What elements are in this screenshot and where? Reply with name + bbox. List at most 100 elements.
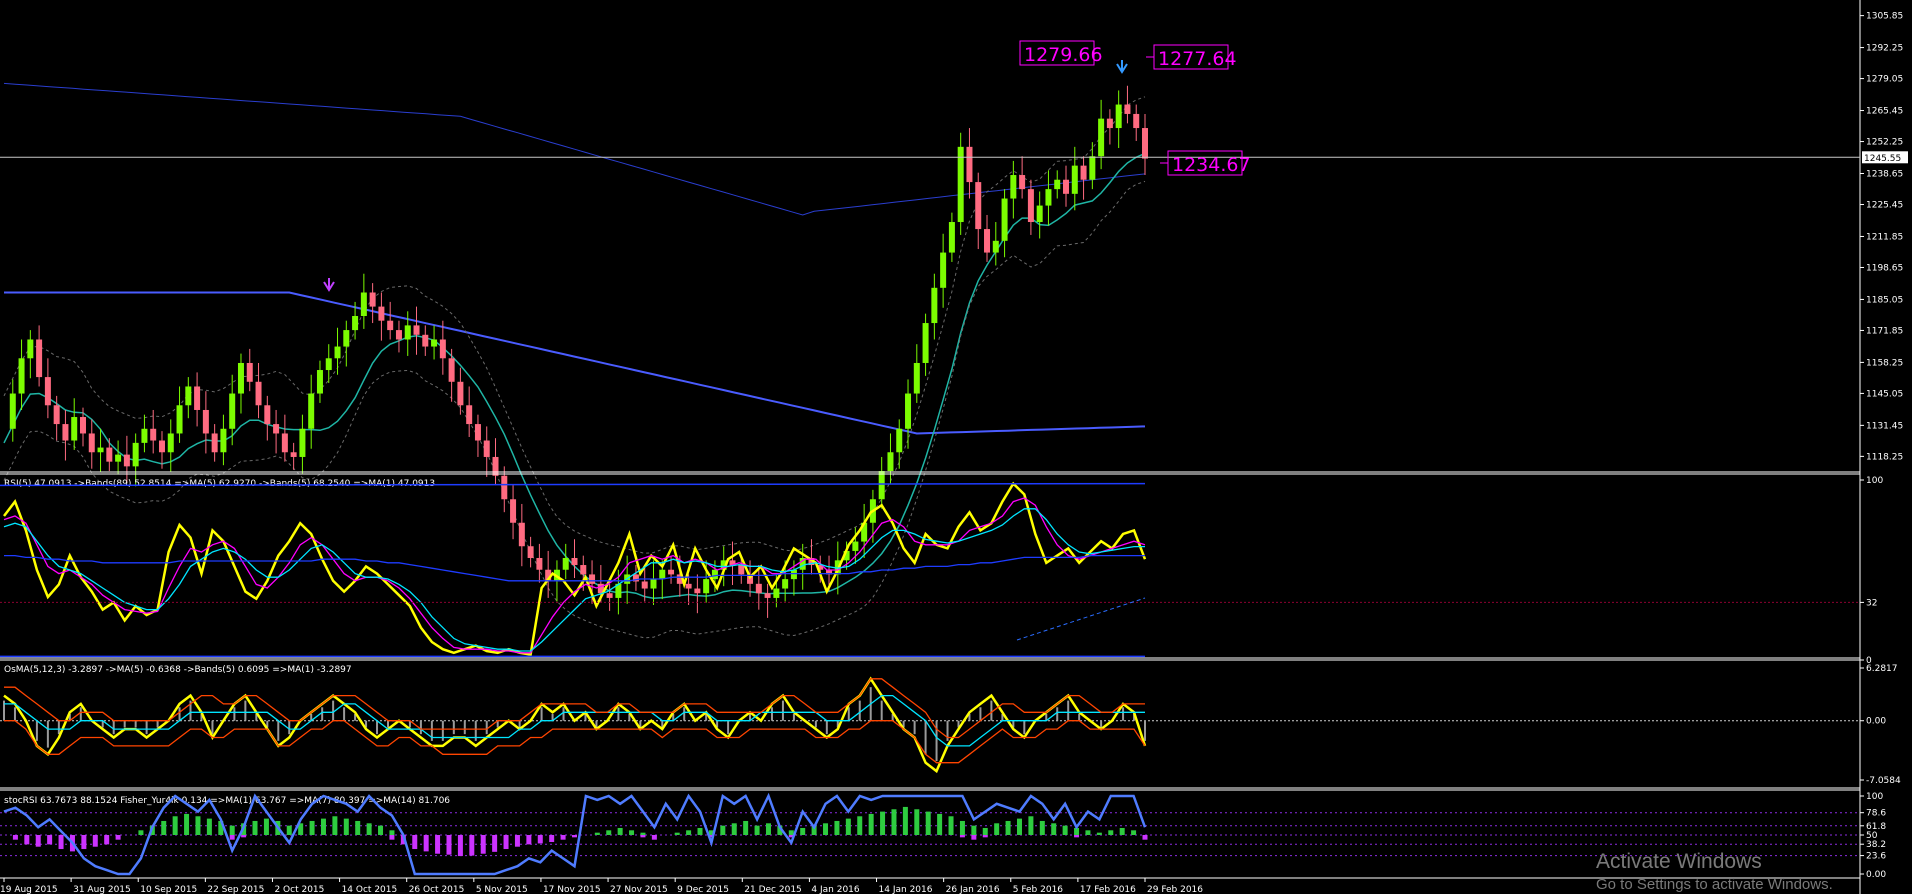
candle-body xyxy=(1027,189,1034,223)
time-tick-label: 17 Nov 2015 xyxy=(543,885,601,894)
fisher-bar-up xyxy=(1085,830,1091,835)
candle-body xyxy=(536,557,543,570)
candle-body xyxy=(861,522,868,542)
fisher-bar-down xyxy=(708,835,714,838)
candle-body xyxy=(466,405,473,425)
price-tick-label: 1225.45 xyxy=(1866,201,1903,211)
activate-windows-subtitle: Go to Settings to activate Windows. xyxy=(1596,876,1833,893)
candle-body xyxy=(843,550,850,561)
pane-tick-label: 100 xyxy=(1866,792,1883,802)
candle-body xyxy=(457,381,464,406)
candle-body xyxy=(615,583,622,598)
fisher-bar-down xyxy=(457,835,463,857)
fisher-bar-up xyxy=(1051,823,1057,835)
fisher-bar-down xyxy=(1142,835,1148,840)
fisher-bar-up xyxy=(161,820,167,835)
candle-body xyxy=(439,339,446,359)
fisher-bar-down xyxy=(104,835,110,845)
candle-body xyxy=(808,557,815,566)
price-tick-label: 1238.65 xyxy=(1866,170,1903,180)
fisher-bar-up xyxy=(378,825,384,835)
band-line xyxy=(3,180,1146,639)
fisher-bar-down xyxy=(503,835,509,850)
candle-body xyxy=(281,433,288,453)
candle-body xyxy=(852,541,859,551)
candle-body xyxy=(176,405,183,434)
candle-body xyxy=(764,593,771,598)
candle-body xyxy=(202,409,209,434)
candle-body xyxy=(44,377,51,406)
candle-body xyxy=(343,330,350,347)
pane-tick-label: 6.2817 xyxy=(1866,664,1898,674)
pane-tick-label: 50 xyxy=(1866,831,1878,841)
fisher-bar-down xyxy=(640,835,646,838)
fisher-bar-up xyxy=(1096,832,1102,835)
fisher-bar-up xyxy=(252,820,258,835)
fisher-bar-up xyxy=(720,825,726,835)
candle-body xyxy=(650,579,657,589)
candle-body xyxy=(773,588,780,598)
candle-body xyxy=(106,447,113,462)
fisher-bar-up xyxy=(366,823,372,835)
fisher-bar-up xyxy=(800,827,806,835)
fisher-bar-up xyxy=(606,830,612,835)
fisher-bar-down xyxy=(400,835,406,845)
candle-body xyxy=(474,424,481,441)
candle-body xyxy=(1045,189,1052,206)
fisher-bar-up xyxy=(686,830,692,835)
series-line xyxy=(3,792,1147,876)
rsi-lines xyxy=(0,481,1860,658)
price-label: 1277.64 xyxy=(1158,48,1237,70)
candle-body xyxy=(141,428,148,443)
fisher-bar-up xyxy=(845,818,851,835)
candle-body xyxy=(273,424,280,434)
candle-body xyxy=(431,339,438,347)
candle-body xyxy=(922,323,929,363)
candle-body xyxy=(589,574,596,584)
osma-histogram xyxy=(0,687,1860,762)
arrow-down-icon xyxy=(1116,60,1128,74)
rsi-pane[interactable]: RSI(5) 47.0913 ->Bands(89) 52.8514 =>MA(… xyxy=(0,471,1883,666)
fisher-bar-up xyxy=(925,811,931,835)
candle-body xyxy=(1133,113,1140,129)
candle-body xyxy=(18,358,25,394)
candle-body xyxy=(527,546,534,558)
pane-tick-label: 38.2 xyxy=(1866,840,1886,850)
fisher-bar-up xyxy=(857,816,863,835)
fisher-bar-up xyxy=(389,830,395,835)
stocrsi-pane[interactable]: stocRSI 63.7673 88.1524 Fisher_Yur4ik 0.… xyxy=(0,787,1886,880)
fisher-bar-up xyxy=(1062,825,1068,835)
time-axis: 19 Aug 2015 31 Aug 2015 10 Sep 2015 22 Sep … xyxy=(0,878,1203,894)
fisher-bar-up xyxy=(994,823,1000,835)
candle-body xyxy=(518,522,525,547)
fisher-bar-up xyxy=(754,825,760,835)
price-axis: 1305.85 1292.25 1279.05 1265.45 1252.25 1238.… xyxy=(1860,12,1903,462)
candle-body xyxy=(668,569,675,575)
fisher-bar-up xyxy=(640,832,646,835)
band-line xyxy=(3,96,1146,554)
candle-body xyxy=(395,330,402,340)
fisher-bar-up xyxy=(891,809,897,835)
fisher-bar-up xyxy=(937,813,943,835)
fisher-bar-down xyxy=(58,835,64,850)
candle-body xyxy=(747,574,754,584)
candle-body xyxy=(606,593,613,598)
candle-body xyxy=(158,440,165,453)
candle-body xyxy=(115,454,122,462)
fisher-bar-down xyxy=(526,835,532,845)
candle-body xyxy=(782,579,789,589)
price-tick-label: 1279.05 xyxy=(1866,75,1903,85)
time-tick-label: 29 Feb 2016 xyxy=(1147,885,1203,894)
fisher-bar-up xyxy=(902,806,908,835)
slow-ma-line xyxy=(4,291,1146,435)
candle-body xyxy=(185,386,192,406)
fisher-bar-down xyxy=(480,835,486,854)
candle-body xyxy=(940,252,947,288)
fisher-bar-down xyxy=(959,835,965,838)
fisher-bar-down xyxy=(537,835,543,844)
candle-body xyxy=(229,393,236,429)
osma-pane[interactable]: OsMA(5,12,3) -3.2897 ->MA(5) -0.6368 ->B… xyxy=(0,657,1901,786)
candle-body xyxy=(334,346,341,359)
